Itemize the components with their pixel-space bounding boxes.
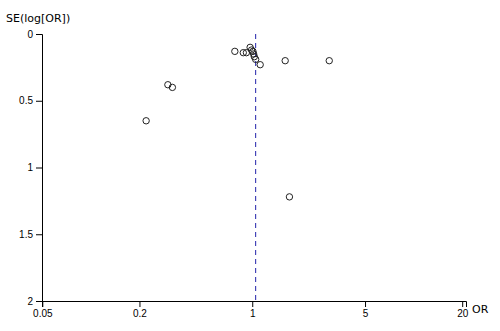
y-tick-mark [36,168,42,169]
x-tick-mark [462,301,463,307]
y-tick-label: 0 [27,29,33,40]
y-tick: 1 [27,162,42,173]
reference-line [255,34,256,301]
plot: 0.05 0.2 1 5 20 0 0.5 1 1.5 2 OR SE(log[OR]) [6,12,489,319]
x-tick: 0.2 [133,301,147,319]
x-tick: 5 [363,301,369,319]
y-axis: 0 0.5 1 1.5 2 [19,29,42,307]
x-tick-label: 5 [363,308,369,319]
point [257,62,263,68]
point [143,118,149,124]
y-tick: 0 [27,29,42,40]
point [286,194,292,200]
x-tick-label: 0.2 [133,308,147,319]
x-tick-label: 0.05 [33,308,53,319]
x-tick-label: 20 [457,308,469,319]
y-tick-mark [36,234,42,235]
point [169,84,175,90]
x-tick: 0.05 [33,301,53,319]
y-tick-mark [36,101,42,102]
point [282,58,288,64]
chart: 0.05 0.2 1 5 20 0 0.5 1 1.5 2 OR SE(log[OR]) [0,0,500,331]
y-tick: 2 [27,296,42,307]
point [326,58,332,64]
x-tick: 20 [457,301,469,319]
y-tick-label: 0.5 [19,95,33,106]
x-tick-mark [139,301,140,307]
y-tick-mark [36,301,42,302]
y-tick-label: 2 [27,296,33,307]
y-tick: 0.5 [19,95,42,106]
marks [143,34,333,301]
y-tick: 1.5 [19,229,42,240]
x-tick-mark [365,301,366,307]
y-tick-label: 1 [27,162,33,173]
point [252,56,258,62]
x-tick: 1 [250,301,256,319]
x-axis-title: OR [472,303,489,316]
x-axis: 0.05 0.2 1 5 20 [33,301,469,319]
y-tick-label: 1.5 [19,229,33,240]
x-axis-line [43,302,467,308]
y-axis-title: SE(log[OR]) [6,12,70,25]
y-axis-line [36,35,43,302]
point [232,48,238,54]
y-tick-mark [36,34,42,35]
x-tick-mark [252,301,253,307]
x-tick-label: 1 [250,308,256,319]
